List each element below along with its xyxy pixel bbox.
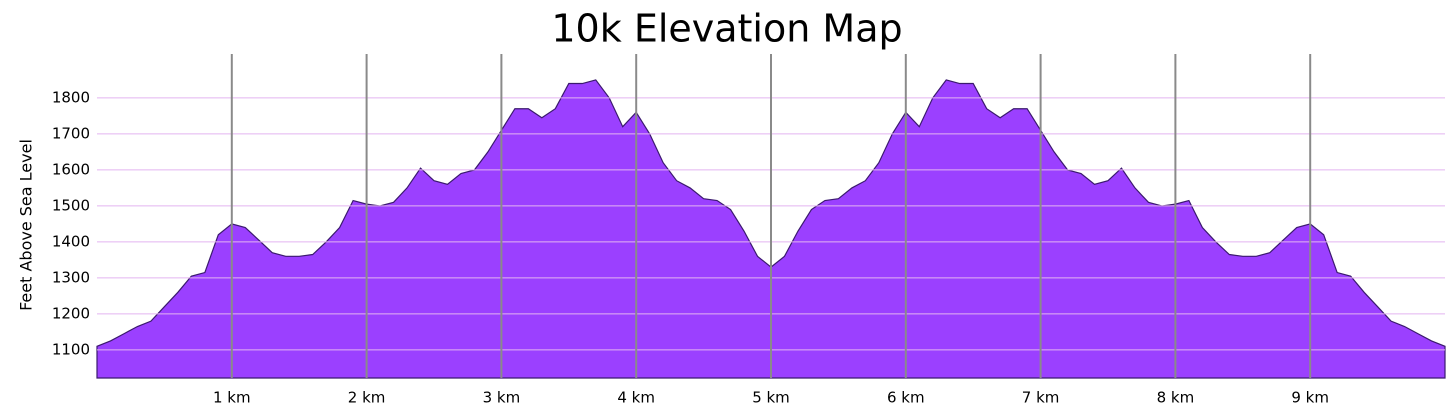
y-tick-label: 1600 [52,160,90,178]
x-tick-label: 9 km [1291,389,1329,407]
x-tick-label: 4 km [617,389,655,407]
x-tick-label: 1 km [213,389,251,407]
elevation-area [96,79,1446,379]
x-tick-label: 2 km [348,389,386,407]
y-tick-label: 1500 [52,196,90,214]
y-tick-label: 1300 [52,268,90,286]
chart-title: 10k Elevation Map [551,7,902,51]
y-tick-label: 1800 [52,88,90,106]
x-tick-label: 3 km [483,389,521,407]
y-tick-label: 1100 [52,340,90,358]
y-tick-label: 1400 [52,232,90,250]
y-axis-label: Feet Above Sea Level [17,139,36,311]
x-tick-label: 8 km [1157,389,1195,407]
x-tick-label: 7 km [1022,389,1060,407]
x-tick-label: 6 km [887,389,925,407]
x-tick-label: 5 km [752,389,790,407]
y-tick-label: 1200 [52,304,90,322]
y-tick-label: 1700 [52,124,90,142]
